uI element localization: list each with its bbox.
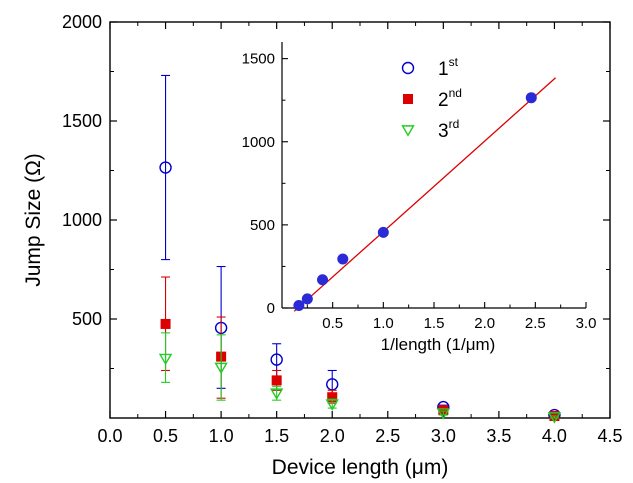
legend-marker [401,125,415,137]
legend-label-sup: st [449,55,459,69]
inset-plot: 0.5 1.0 1.5 2.0 2.5 3.0 0 500 1000 1500 1/length (… [242,42,597,354]
data-point [327,392,338,403]
x-tick-label: 2.5 [375,426,400,446]
inset-x-tick-label: 1.5 [424,315,445,332]
inset-x-tick-label: 1.0 [373,315,394,332]
inset-y-tick-label: 1500 [242,51,275,68]
x-tick-label: 0.5 [153,426,178,446]
data-point [271,375,282,386]
legend: 1st 2nd 3rd [401,55,462,142]
x-tick-label: 3.5 [486,426,511,446]
data-point [270,353,283,366]
inset-data-point [337,253,349,265]
legend-label-sup: rd [449,117,460,131]
x-tick-label: 2.0 [320,426,345,446]
inset-x-axis-label: 1/length (1/μm) [381,335,496,354]
data-point [158,353,173,366]
inset-x-tick-label: 0.5 [322,315,343,332]
inset-data-point [377,226,389,238]
data-point [160,318,171,329]
data-point [438,405,449,416]
data-point [547,412,562,424]
y-tick-label: 500 [72,309,102,329]
legend-marker [401,61,415,75]
y-tick-label: 2000 [62,12,102,32]
legend-label-base: 1 [438,59,449,80]
inset-y-tick-label: 1000 [242,134,275,151]
series-3rd [158,332,562,424]
x-tick-label: 4.0 [542,426,567,446]
legend-marker [403,94,413,104]
x-tick-label: 3.0 [431,426,456,446]
inset-data-point [293,300,305,312]
data-point [159,161,172,174]
data-point [325,399,339,411]
inset-data-point [301,293,313,305]
x-tick-label: 1.5 [264,426,289,446]
x-tick-label: 4.5 [597,426,622,446]
inset-x-tick-label: 2.0 [474,315,495,332]
legend-label: 2nd [438,86,462,111]
y-tick-label: 1000 [62,210,102,230]
inset-x-tick-label: 2.5 [525,315,546,332]
legend-label-sup: nd [449,86,462,100]
inset-data-point [317,274,329,286]
fit-line [293,77,557,312]
main-plot: 0.0 0.5 1.0 1.5 2.0 2.5 3.0 3.5 4.0 4.55001000150… [22,12,623,479]
inset-y-tick-label: 500 [250,217,275,234]
data-point [269,388,284,400]
inset-background [282,42,586,308]
legend-label: 3rd [438,117,459,142]
y-axis-label: Jump Size (Ω) [22,153,45,287]
x-tick-label: 0.0 [97,426,122,446]
inset-data-point [525,92,537,104]
legend-label-base: 2 [438,90,449,111]
legend-label: 1st [438,55,459,80]
inset-series-1st [293,92,537,312]
inset-y-tick-label: 0 [267,300,275,317]
y-tick-label: 1500 [62,111,102,131]
x-tick-label: 1.0 [209,426,234,446]
x-axis-label: Device length (μm) [272,456,449,479]
data-point [436,408,451,420]
data-point [214,362,228,375]
legend-label-base: 3 [438,121,449,142]
inset-x-tick-label: 3.0 [576,315,597,332]
